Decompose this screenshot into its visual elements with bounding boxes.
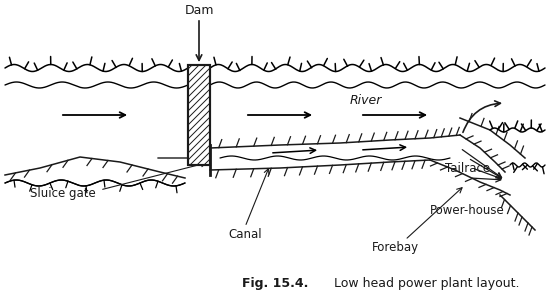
- Text: Canal: Canal: [228, 229, 262, 242]
- Text: River: River: [350, 94, 382, 107]
- Text: Low head power plant layout.: Low head power plant layout.: [330, 278, 520, 290]
- Text: Power-house: Power-house: [430, 204, 505, 216]
- Bar: [188, 65, 210, 165]
- Text: Fig. 15.4.: Fig. 15.4.: [242, 278, 308, 290]
- Text: Forebay: Forebay: [371, 242, 419, 255]
- Text: Tailrace: Tailrace: [445, 162, 490, 175]
- Text: Sluice gate: Sluice gate: [30, 186, 96, 200]
- Bar: [188, 65, 210, 165]
- Text: Dam: Dam: [184, 4, 214, 17]
